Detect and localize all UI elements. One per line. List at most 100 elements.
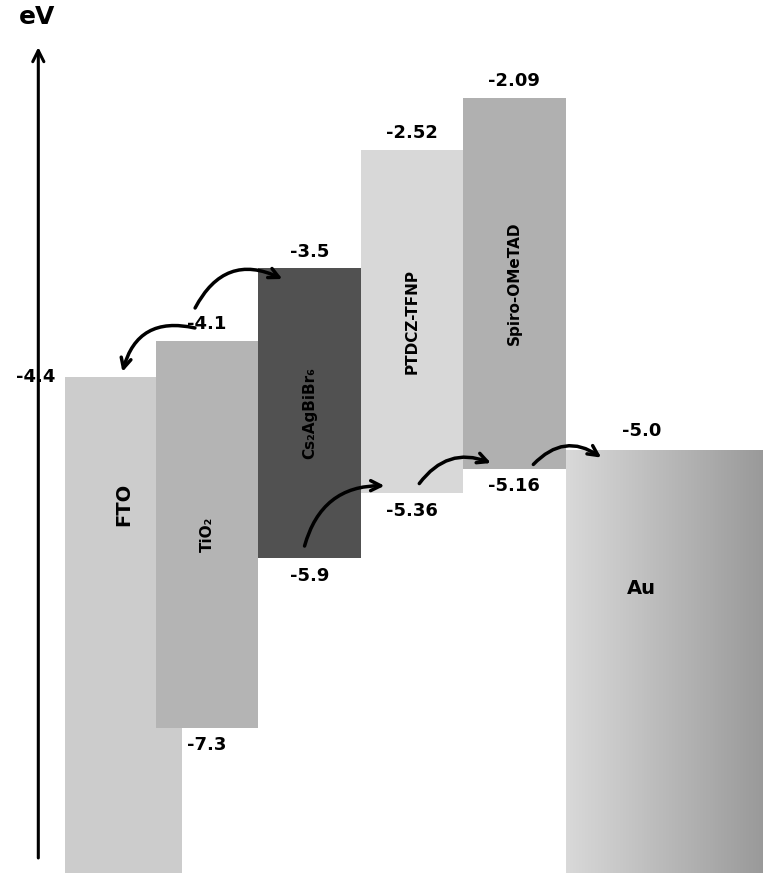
Text: -2.52: -2.52 (386, 125, 438, 142)
Bar (717, 450, 719, 873)
Bar (655, 450, 657, 873)
Bar (623, 450, 624, 873)
Bar (672, 450, 673, 873)
Bar (682, 450, 683, 873)
Bar (597, 450, 598, 873)
Bar (665, 450, 667, 873)
Bar (637, 450, 639, 873)
Bar (578, 450, 579, 873)
Bar (651, 450, 653, 873)
Bar (629, 450, 630, 873)
Bar (618, 450, 619, 873)
Bar (664, 450, 665, 873)
Bar (757, 450, 758, 873)
Text: Au: Au (627, 579, 656, 598)
Bar (616, 450, 617, 873)
Bar (748, 450, 749, 873)
Bar (627, 450, 629, 873)
Bar (729, 450, 730, 873)
Bar (626, 450, 627, 873)
Bar (594, 450, 595, 873)
Bar (581, 450, 582, 873)
Bar (755, 450, 756, 873)
Bar (736, 450, 737, 873)
Bar (668, 450, 669, 873)
Bar (693, 450, 694, 873)
Bar (643, 450, 644, 873)
Text: TiO₂: TiO₂ (199, 517, 215, 552)
Bar (761, 450, 762, 873)
Bar (700, 450, 701, 873)
Bar (607, 450, 608, 873)
Bar (568, 450, 570, 873)
Text: -5.0: -5.0 (622, 422, 661, 440)
Bar (579, 450, 581, 873)
Bar (756, 450, 757, 873)
Bar (730, 450, 731, 873)
Bar (657, 450, 658, 873)
Bar (662, 450, 663, 873)
Bar (620, 450, 621, 873)
Bar (617, 450, 618, 873)
Bar (744, 450, 745, 873)
Bar (625, 450, 626, 873)
Bar (694, 450, 695, 873)
Bar (589, 450, 591, 873)
Bar (751, 450, 752, 873)
Bar (690, 450, 691, 873)
Bar (670, 450, 671, 873)
Text: -5.36: -5.36 (386, 502, 438, 519)
Bar (702, 450, 703, 873)
Bar (565, 450, 567, 873)
Bar (586, 450, 588, 873)
Bar (723, 450, 724, 873)
Bar (747, 450, 748, 873)
Bar (758, 450, 759, 873)
Bar (600, 450, 601, 873)
Bar (676, 450, 677, 873)
Bar (733, 450, 734, 873)
Text: eV: eV (19, 4, 56, 29)
Bar (571, 450, 572, 873)
Bar (667, 450, 668, 873)
Bar (705, 450, 706, 873)
Bar (698, 450, 699, 873)
Bar (595, 450, 596, 873)
Bar (603, 450, 604, 873)
Bar (685, 450, 686, 873)
Bar (746, 450, 747, 873)
Bar (588, 450, 589, 873)
Bar (742, 450, 743, 873)
Bar (650, 450, 651, 873)
Bar (709, 450, 710, 873)
Bar (677, 450, 678, 873)
Bar (630, 450, 632, 873)
Bar (715, 450, 716, 873)
Bar (633, 450, 634, 873)
Bar (745, 450, 746, 873)
Bar (754, 450, 755, 873)
Bar (570, 450, 571, 873)
Bar (640, 450, 641, 873)
Text: Spiro-OMeTAD: Spiro-OMeTAD (507, 222, 522, 345)
Bar (647, 450, 648, 873)
Bar (720, 450, 722, 873)
Bar (653, 450, 654, 873)
Text: -5.9: -5.9 (290, 567, 329, 585)
Bar (753, 450, 754, 873)
Bar (687, 450, 688, 873)
Bar (65, 377, 183, 873)
Bar (661, 450, 662, 873)
Bar (739, 450, 740, 873)
Bar (710, 450, 712, 873)
Bar (727, 450, 729, 873)
Bar (663, 450, 664, 873)
Bar (593, 450, 594, 873)
Bar (599, 450, 600, 873)
Bar (675, 450, 676, 873)
Bar (671, 450, 672, 873)
Text: -4.1: -4.1 (187, 316, 227, 333)
Text: PTDCZ-TFNP: PTDCZ-TFNP (404, 269, 420, 374)
Bar (712, 450, 713, 873)
Bar (610, 450, 611, 873)
